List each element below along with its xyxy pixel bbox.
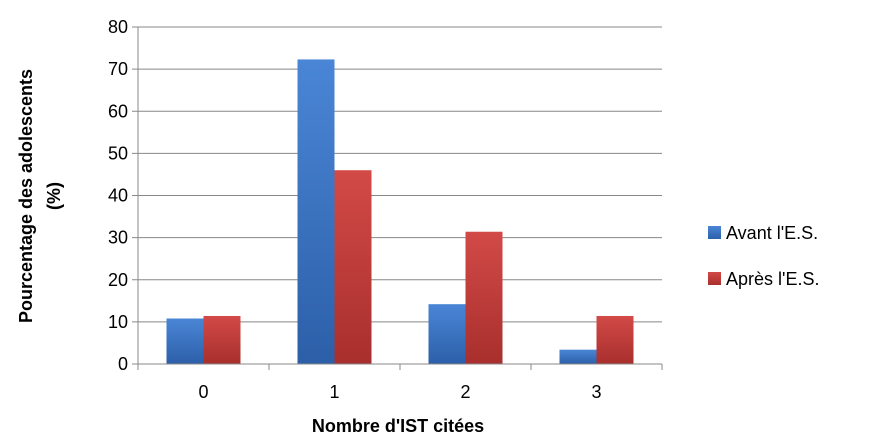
legend-swatch-avant <box>708 226 721 239</box>
x-tick-labels: 0 1 2 3 <box>198 382 601 402</box>
y-axis-title-line1: Pourcentage des adolescents <box>16 69 36 323</box>
y-tick-label: 30 <box>108 228 128 248</box>
x-tick-label: 0 <box>198 382 208 402</box>
x-tick-label: 3 <box>591 382 601 402</box>
bar-avant-3 <box>559 349 597 364</box>
bar-apres-0 <box>203 315 241 364</box>
bar-apres-3 <box>596 315 634 364</box>
y-axis-title-line2: (%) <box>44 182 64 210</box>
legend: Avant l'E.S. Après l'E.S. <box>708 223 819 289</box>
y-tick-label: 0 <box>118 354 128 374</box>
legend-label-avant: Avant l'E.S. <box>726 223 818 243</box>
y-tick-label: 10 <box>108 312 128 332</box>
y-tick-label: 40 <box>108 186 128 206</box>
bar-apres-1 <box>334 170 372 364</box>
bars <box>166 59 634 364</box>
bar-avant-2 <box>428 304 466 364</box>
bar-avant-0 <box>166 318 204 364</box>
legend-label-apres: Après l'E.S. <box>726 269 819 289</box>
y-tick-label: 70 <box>108 59 128 79</box>
x-axis-title: Nombre d'IST citées <box>312 416 484 436</box>
y-tick-label: 60 <box>108 101 128 121</box>
y-tick-labels: 0 10 20 30 40 50 60 70 80 <box>108 17 128 374</box>
x-tick-label: 2 <box>460 382 470 402</box>
legend-swatch-apres <box>708 272 721 285</box>
y-tick-label: 20 <box>108 270 128 290</box>
bar-avant-1 <box>297 59 335 364</box>
x-tick-label: 1 <box>329 382 339 402</box>
bar-apres-2 <box>465 231 503 364</box>
y-tick-label: 50 <box>108 143 128 163</box>
y-tick-label: 80 <box>108 17 128 37</box>
